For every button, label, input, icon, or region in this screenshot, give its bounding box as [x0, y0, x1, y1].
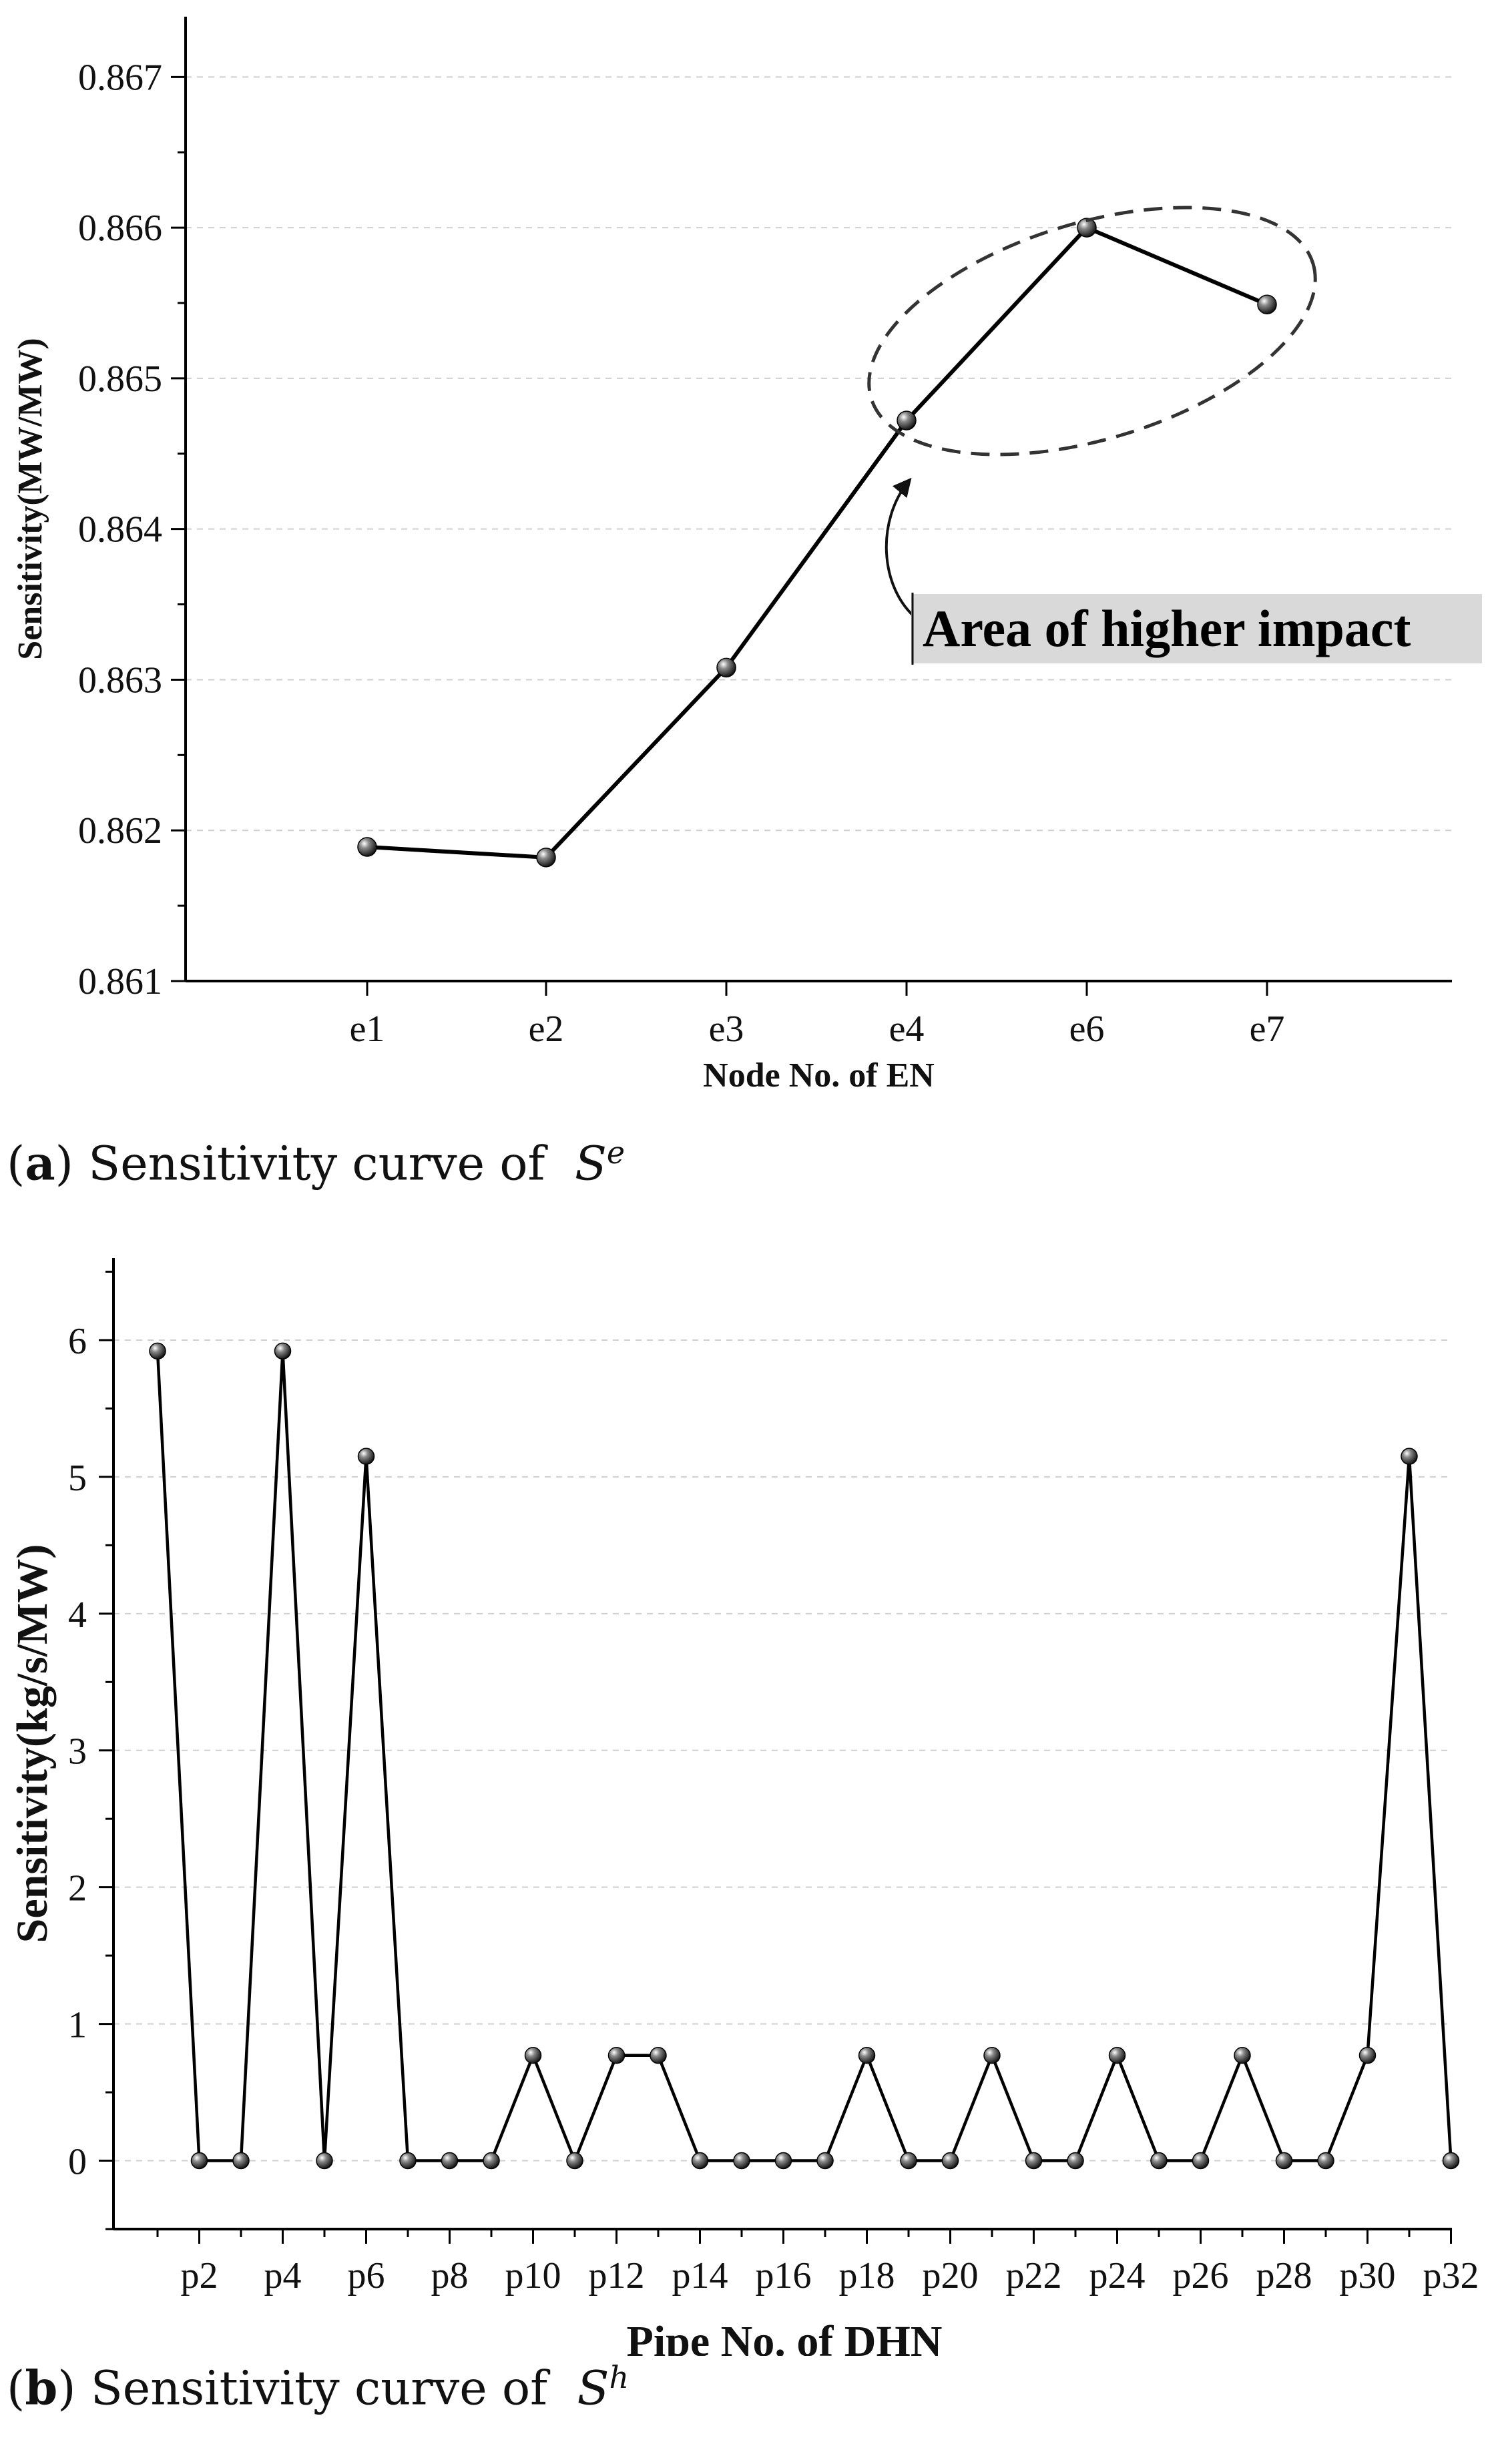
highlight-ellipse: [867, 206, 1317, 456]
x-tick-label: p32: [1423, 2255, 1479, 2296]
y-tick-label: 4: [68, 1594, 87, 1636]
x-tick-label: p28: [1256, 2255, 1312, 2296]
data-point: [900, 2152, 917, 2170]
x-tick-label: p22: [1006, 2255, 1062, 2296]
y-tick-label: 0.866: [78, 208, 162, 249]
data-point: [357, 1448, 375, 1465]
data-point: [1150, 2152, 1168, 2170]
y-axis-title: Sensitivity(kg/s/MW): [8, 1544, 57, 1943]
annotation-box: [911, 594, 1482, 663]
x-tick-label: p20: [923, 2255, 979, 2296]
data-point: [232, 2152, 250, 2170]
y-axis-title: Sensitivity(MW/MW): [11, 338, 49, 659]
data-point: [897, 410, 917, 430]
data-point: [1077, 218, 1097, 238]
data-point: [441, 2152, 459, 2170]
data-point: [316, 2152, 333, 2170]
y-tick-label: 6: [68, 1321, 87, 1362]
data-point: [1358, 2046, 1377, 2064]
y-tick-label: 0.861: [78, 961, 162, 1002]
data-point: [483, 2152, 500, 2170]
data-point: [816, 2152, 834, 2170]
sensitivity-chart-dhn: 0 1 2 3 4 5 6 p2 p4 p6 p8 p10 p12 p14 p16 p18 p20 p22 p24 p…: [8, 1258, 1479, 2356]
data-point: [399, 2152, 417, 2170]
x-tick-label: p2: [181, 2255, 218, 2296]
data-point: [1192, 2152, 1210, 2170]
chart-panel-a: 0.861 0.862 0.863 0.864 0.865 0.866 0.867 e1 e2 e…: [0, 0, 1494, 1191]
data-point: [1275, 2152, 1293, 2170]
x-tick-label: p26: [1173, 2255, 1229, 2296]
data-point: [1442, 2152, 1460, 2170]
x-tick-label: p4: [264, 2255, 302, 2296]
x-tick-label: p6: [348, 2255, 385, 2296]
data-point: [774, 2152, 792, 2170]
data-point: [536, 848, 556, 868]
x-tick-label: p14: [672, 2255, 728, 2296]
data-point: [1025, 2152, 1043, 2170]
data-point: [190, 2152, 208, 2170]
x-tick-label: p8: [431, 2255, 469, 2296]
y-tick-label: 0.867: [78, 57, 162, 98]
data-point: [1257, 294, 1277, 314]
y-tick-label: 3: [68, 1731, 87, 1773]
data-point: [650, 2046, 667, 2064]
data-point: [524, 2046, 542, 2064]
data-point: [716, 657, 736, 678]
y-tick-label: 0.863: [78, 659, 162, 701]
y-tick-label: 0.862: [78, 810, 162, 852]
series-line: [366, 225, 1268, 860]
y-tick-label: 0.864: [78, 509, 162, 551]
data-point: [1234, 2046, 1251, 2064]
data-point: [941, 2152, 959, 2170]
x-tick-label: p10: [505, 2255, 561, 2296]
data-point: [983, 2046, 1001, 2064]
x-tick-label: e6: [1069, 1008, 1105, 1050]
x-tick-label: p18: [839, 2255, 895, 2296]
x-tick-label: e7: [1250, 1008, 1285, 1050]
data-point: [858, 2046, 876, 2064]
data-point: [691, 2152, 709, 2170]
chart-panel-b: 0 1 2 3 4 5 6 p2 p4 p6 p8 p10 p12 p14 p16 p18 p20 p22 p24 p…: [0, 1248, 1494, 2415]
data-point: [274, 1342, 292, 1360]
y-tick-label: 1: [68, 2005, 87, 2046]
x-axis-title: Node No. of EN: [703, 1056, 935, 1095]
sensitivity-chart-en: 0.861 0.862 0.863 0.864 0.865 0.866 0.867 e1 e2 e…: [11, 17, 1482, 1095]
callout-arrow: [885, 477, 917, 619]
x-tick-label: e1: [350, 1008, 385, 1050]
x-tick-label: e2: [529, 1008, 564, 1050]
x-tick-label: e3: [709, 1008, 744, 1050]
x-tick-label: p24: [1089, 2255, 1146, 2296]
data-point: [733, 2152, 750, 2170]
y-tick-label: 0: [68, 2142, 87, 2183]
data-point: [1108, 2046, 1126, 2064]
x-axis-title: Pipe No. of DHN: [627, 2317, 943, 2356]
series-line: [156, 1351, 1453, 2165]
x-tick-label: e4: [889, 1008, 925, 1050]
x-tick-label: p12: [589, 2255, 645, 2296]
y-tick-label: 0.865: [78, 358, 162, 400]
caption-a: (a) Sensitivity curve of Se: [7, 1135, 626, 1191]
annotation-label: Area of higher impact: [923, 599, 1411, 657]
x-tick-label: p30: [1340, 2255, 1396, 2296]
data-point: [1401, 1448, 1418, 1465]
x-tick-label: p16: [756, 2255, 812, 2296]
data-point: [1067, 2152, 1084, 2170]
y-tick-label: 2: [68, 1868, 87, 1909]
data-point: [566, 2152, 583, 2170]
y-tick-label: 5: [68, 1458, 87, 1499]
data-point: [1317, 2152, 1334, 2170]
data-point: [607, 2046, 626, 2064]
data-point: [149, 1342, 166, 1360]
caption-b: (b) Sensitivity curve of Sh: [7, 2359, 630, 2416]
data-point: [357, 837, 377, 857]
